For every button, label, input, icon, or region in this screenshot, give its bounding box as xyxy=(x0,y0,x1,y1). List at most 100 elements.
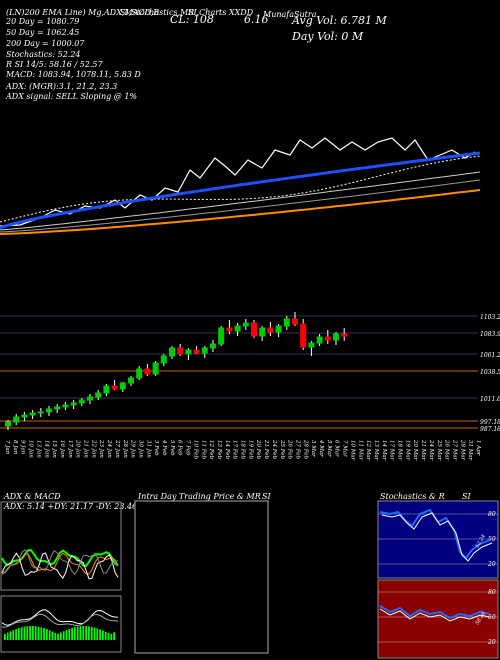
rsi-value: R SI 14/5: 58.16 / 52.57 xyxy=(6,60,103,69)
macd-bar xyxy=(88,626,90,640)
candle-body xyxy=(46,408,52,413)
candle-body xyxy=(37,411,44,414)
adx-panel-values: ADX: 5.14 +DY: 21.17 -DY: 23.46 xyxy=(4,502,138,511)
header-line1c: SI,Charts XXDD xyxy=(188,8,254,17)
candle-body xyxy=(292,318,298,325)
intraday-panel-si: SI xyxy=(262,492,271,501)
date-label: 27 Feb xyxy=(294,439,300,460)
main-price-chart: 1103.251083.91061.221038.541011.6997.189… xyxy=(0,137,500,461)
rsi-tick: 50 xyxy=(488,614,496,621)
date-label: 8 Jan xyxy=(12,440,18,455)
date-label: 1 Apr xyxy=(475,440,481,456)
stoch-tick: 20 xyxy=(487,561,496,568)
date-label: 12 Feb xyxy=(208,440,214,460)
macd-bar xyxy=(57,633,59,640)
candle-body xyxy=(316,336,323,344)
candle-body xyxy=(29,412,36,416)
date-label: 19 Mar xyxy=(404,440,410,461)
macd-bar xyxy=(23,626,26,640)
candle-body xyxy=(160,355,167,364)
candle-body xyxy=(300,323,307,348)
candle-body xyxy=(78,399,85,404)
date-label: 24 Feb xyxy=(271,439,277,460)
macd-bar xyxy=(99,629,101,640)
candle-body xyxy=(324,336,331,341)
adx-lines xyxy=(1,549,119,580)
date-label: 10 Jan xyxy=(28,440,34,458)
date-label: 11 Mar xyxy=(357,440,363,461)
macd-bar xyxy=(18,628,20,640)
dma-200: 200 Day = 1000.07 xyxy=(6,39,85,48)
macd-bar xyxy=(46,629,48,640)
candle-body xyxy=(283,318,290,327)
dma-50: 50 Day = 1062.45 xyxy=(6,28,80,37)
candle-body xyxy=(103,385,110,394)
date-label: 26 Mar xyxy=(444,439,450,461)
candle-body xyxy=(226,327,233,332)
date-label: 3 Mar xyxy=(310,440,316,457)
date-label: 13 Mar xyxy=(373,440,379,461)
macd-bar xyxy=(90,626,93,640)
price-grid-lines xyxy=(0,315,478,429)
candle-body xyxy=(144,368,151,375)
price-label: 1061.22 xyxy=(480,352,500,359)
adx-panel-title: ADX & MACD xyxy=(4,492,61,501)
date-label: 23 Jan xyxy=(98,439,104,458)
date-axis: 7 Jan 8 Jan 9 Jan 10 Jan 13 Jan 14 Jan 15 Jan 1… xyxy=(4,439,481,461)
date-label: 4 Feb xyxy=(161,439,167,456)
day-volume: Day Vol: 0 M xyxy=(292,30,364,43)
date-label: 28 Jan xyxy=(122,439,128,458)
date-label: 7 Jan xyxy=(4,440,10,455)
macd-bar xyxy=(82,626,85,640)
candle-body xyxy=(308,342,315,348)
ema-100b-line xyxy=(0,179,481,233)
candle-body xyxy=(275,325,282,333)
candle-body xyxy=(251,322,257,337)
macd-bar xyxy=(79,626,82,640)
date-label: 16 Jan xyxy=(59,440,65,458)
macd-bar xyxy=(40,627,43,640)
macd-signal xyxy=(1,613,119,628)
date-label: 5 Mar xyxy=(326,440,332,457)
rsi-tick: 80 xyxy=(488,589,496,596)
rsi-panel xyxy=(377,579,499,659)
date-label: 28 Feb xyxy=(302,439,308,460)
candle-body xyxy=(128,377,134,384)
date-label: 19 Feb xyxy=(247,440,253,460)
macd-bar xyxy=(96,628,99,640)
rsi-signal xyxy=(379,608,491,622)
stoch-tick: 80 xyxy=(488,511,496,518)
date-label: 5 Feb xyxy=(169,440,175,456)
date-label: 31 Mar xyxy=(467,440,473,461)
macd-line xyxy=(1,609,119,626)
date-label: 10 Feb xyxy=(192,440,198,460)
ema-lines xyxy=(0,137,481,235)
date-label: 21 Feb xyxy=(263,439,269,460)
candle-body xyxy=(185,349,192,355)
date-label: 7 Mar xyxy=(342,440,348,457)
price-change: 6.16 xyxy=(244,13,269,26)
macd-bar xyxy=(51,631,54,640)
candle-body xyxy=(62,404,69,408)
candle-body xyxy=(54,406,61,410)
stoch-panel-si: SI xyxy=(462,492,471,501)
macd-bar xyxy=(29,626,31,640)
date-label: 25 Mar xyxy=(436,439,442,461)
macd-bar xyxy=(32,626,34,640)
date-label: 15 Jan xyxy=(51,440,57,458)
adx-extra xyxy=(1,549,119,576)
ema-200-line xyxy=(0,189,481,235)
date-label: 6 Mar xyxy=(334,440,340,457)
candle-body xyxy=(341,333,348,337)
candle-body xyxy=(70,402,77,406)
date-label: 27 Mar xyxy=(451,439,457,461)
date-label: 26 Feb xyxy=(287,439,293,460)
macd-bar xyxy=(15,629,17,640)
candle-body xyxy=(210,343,216,349)
candle-body xyxy=(5,421,11,427)
price-labels: 1103.25 1083.9 1061.22 1038.54 1011.6 997.189… xyxy=(480,314,500,433)
candle-body xyxy=(111,385,118,390)
date-label: 31 Jan xyxy=(145,440,151,458)
date-label: 20 Jan xyxy=(75,439,81,458)
